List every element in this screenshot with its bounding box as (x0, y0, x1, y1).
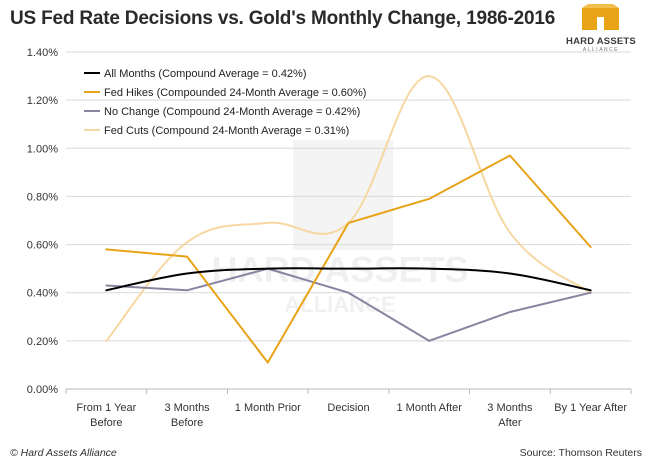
legend-label-all-months: All Months (Compound Average = 0.42%) (104, 68, 307, 80)
x-axis-ticks: From 1 Year Before 3 Months Before 1 Month P… (76, 402, 627, 429)
y-tick-label: 0.40% (27, 288, 58, 300)
y-tick-label: 0.80% (27, 191, 58, 203)
y-tick-label: 1.40% (27, 47, 58, 59)
x-tick-label: From 1 Year Before (76, 402, 136, 429)
y-tick-label: 1.00% (27, 143, 58, 155)
y-axis-ticks: 0.00% 0.20% 0.40% 0.60% 0.80% 1.00% 1.20% 1.40% (27, 47, 58, 396)
logo-name: HARD ASSETS (566, 36, 636, 47)
y-tick-label: 0.60% (27, 240, 58, 252)
watermark: HARD ASSETS ALLIANCE (212, 140, 468, 317)
x-tick-label: By 1 Year After (554, 402, 627, 414)
legend-label-fed-cuts: Fed Cuts (Compound 24-Month Average = 0.… (104, 125, 349, 137)
y-tick-label: 0.00% (27, 384, 58, 396)
x-axis (65, 388, 632, 394)
x-tick-label: 1 Month Prior (235, 402, 301, 414)
chart-title: US Fed Rate Decisions vs. Gold's Monthly… (10, 8, 556, 29)
copyright-note: © Hard Assets Alliance (10, 447, 117, 459)
y-tick-label: 1.20% (27, 95, 58, 107)
watermark-line2: ALLIANCE (284, 292, 395, 317)
source-note: Source: Thomson Reuters (519, 447, 642, 459)
legend-label-no-change: No Change (Compound 24-Month Average = 0… (104, 106, 360, 118)
x-tick-label: Decision (327, 402, 369, 414)
x-tick-label: 3 Months Before (164, 402, 210, 429)
legend: All Months (Compound Average = 0.42%) Fed… (84, 68, 366, 137)
legend-label-fed-hikes: Fed Hikes (Compounded 24-Month Average =… (104, 87, 366, 99)
x-tick-label: 3 Months After (487, 402, 533, 429)
y-tick-label: 0.20% (27, 336, 58, 348)
x-tick-label: 1 Month After (396, 402, 462, 414)
hard-assets-logo-icon (582, 4, 619, 30)
logo-subtitle: ALLIANCE (582, 47, 620, 53)
hard-assets-logo: HARD ASSETS ALLIANCE (553, 4, 649, 54)
series-lines (105, 75, 592, 364)
